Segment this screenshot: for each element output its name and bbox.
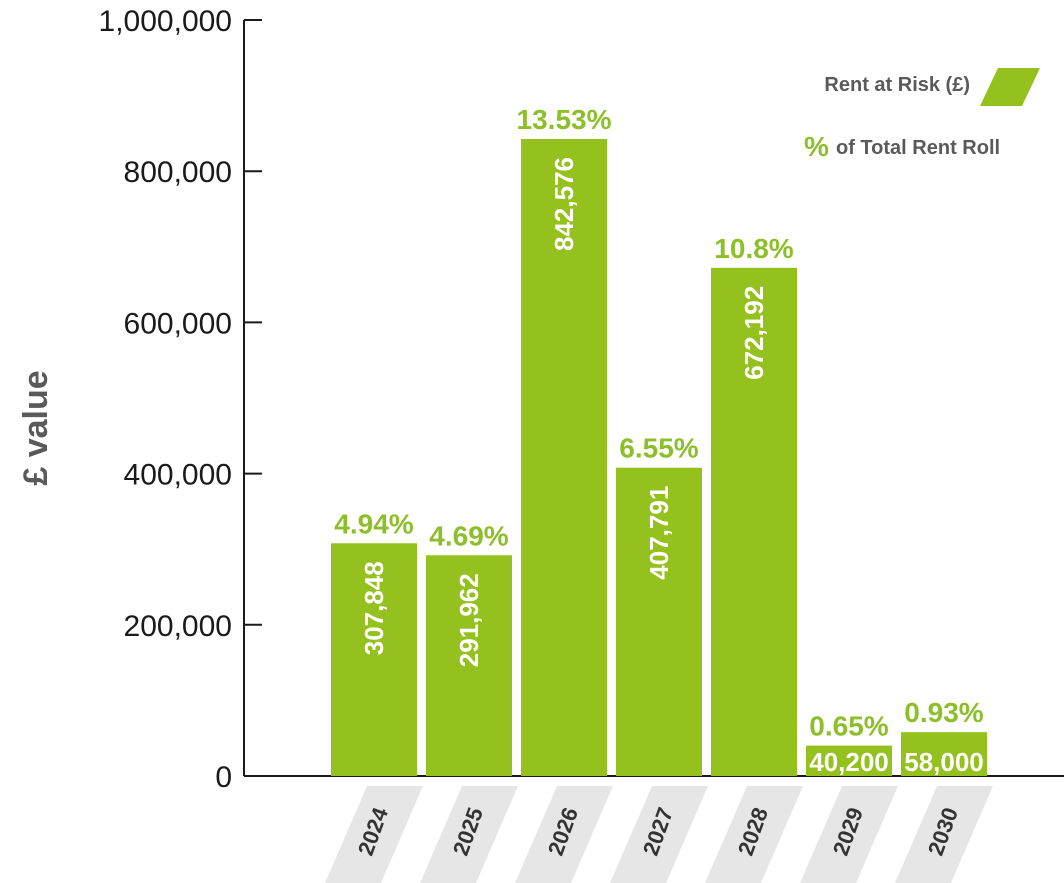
category-labels: 2024 2025 2026 2027 2028 2029 2030: [325, 786, 993, 883]
value-label-2027: 407,791: [644, 486, 674, 580]
category-band-2030: [895, 786, 993, 883]
bar-2026: [521, 139, 607, 776]
bar-2029: [806, 745, 892, 776]
legend: Rent at Risk (£) % of Total Rent Roll: [804, 68, 1040, 162]
bar-2028: [711, 267, 797, 776]
pct-label-2027: 6.55%: [619, 433, 698, 464]
y-tick-label: 400,000: [124, 459, 232, 492]
category-band-2025: [420, 786, 518, 883]
bars: 4.94% 307,848 4.69% 291,962 13.53% 842,576 6.5…: [331, 104, 987, 777]
y-axis-title: £ value: [17, 370, 55, 485]
category-band-2027: [610, 786, 708, 883]
bar-2030: [901, 732, 987, 776]
legend-rent-swatch: [980, 68, 1040, 106]
value-label-2025: 291,962: [454, 573, 484, 667]
category-band-2029: [800, 786, 898, 883]
value-label-2030: 58,000: [904, 747, 984, 777]
pct-label-2025: 4.69%: [429, 520, 508, 551]
pct-label-2029: 0.65%: [809, 711, 888, 742]
bar-2025: [426, 555, 512, 776]
y-tick-label: 0: [215, 761, 232, 794]
pct-label-2024: 4.94%: [334, 508, 413, 539]
pct-label-2030: 0.93%: [904, 697, 983, 728]
bar-2024: [331, 543, 417, 776]
bar-2027: [616, 467, 702, 776]
y-ticks: 0 200,000 400,000 600,000 800,000 1,000,000: [99, 5, 262, 794]
legend-pct-label: of Total Rent Roll: [836, 137, 1000, 159]
category-band-2024: [325, 786, 423, 883]
category-band-2028: [705, 786, 803, 883]
value-label-2029: 40,200: [809, 747, 889, 777]
value-label-2026: 842,576: [549, 157, 579, 251]
legend-rent-label: Rent at Risk (£): [824, 74, 970, 96]
legend-pct-symbol: %: [804, 131, 829, 162]
y-tick-label: 600,000: [124, 307, 232, 340]
y-tick-label: 1,000,000: [99, 5, 232, 38]
y-tick-label: 800,000: [124, 156, 232, 189]
pct-label-2028: 10.8%: [714, 233, 793, 264]
y-tick-label: 200,000: [124, 610, 232, 643]
value-label-2024: 307,848: [359, 561, 389, 655]
category-band-2026: [515, 786, 613, 883]
pct-label-2026: 13.53%: [517, 104, 612, 135]
value-label-2028: 672,192: [739, 286, 769, 380]
